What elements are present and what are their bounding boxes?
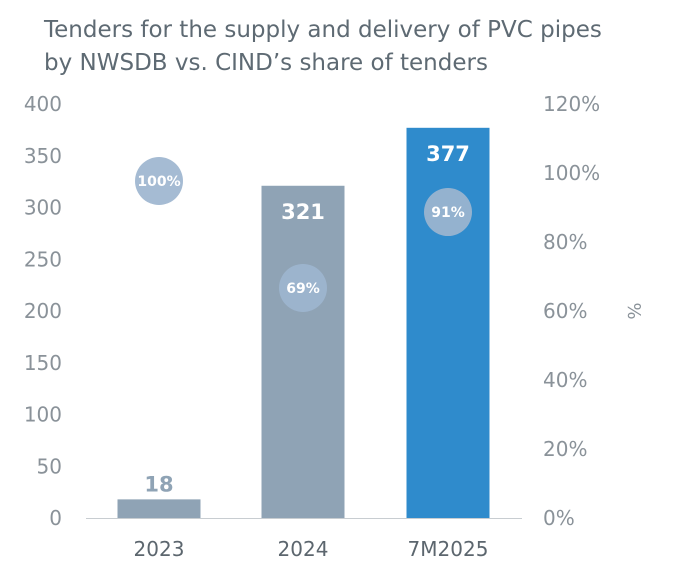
left-axis-tick-label: 50 — [37, 454, 62, 478]
right-axis-tick-label: 80% — [543, 230, 587, 254]
x-axis-category-label: 2024 — [278, 537, 329, 561]
bar-value-label: 321 — [281, 200, 325, 224]
bar-2023 — [117, 499, 201, 518]
left-axis-tick-label: 150 — [24, 351, 62, 375]
left-axis-tick-label: 200 — [24, 299, 62, 323]
bar-7m2025 — [406, 127, 490, 519]
chart-title: Tenders for the supply and delivery of P… — [44, 14, 664, 80]
right-axis-tick-label: 60% — [543, 299, 587, 323]
share-bubble-label: 69% — [286, 281, 320, 297]
bar-value-label: 377 — [426, 142, 470, 166]
left-axis-tick-label: 350 — [24, 144, 62, 168]
chart-title-line-2: by NWSDB vs. CIND’s share of tenders — [44, 50, 488, 76]
left-axis-tick-label: 0 — [49, 506, 62, 530]
chart-title-line-1: Tenders for the supply and delivery of P… — [44, 17, 602, 43]
right-axis-tick-label: 120% — [543, 92, 600, 116]
right-axis-label: % — [623, 302, 644, 319]
share-bubble-label: 91% — [431, 205, 465, 221]
left-axis-tick-label: 300 — [24, 196, 62, 220]
share-bubble — [424, 188, 472, 237]
share-bubble — [279, 263, 327, 312]
right-axis-tick-label: 40% — [543, 368, 587, 392]
bar-value-label: 18 — [144, 472, 173, 496]
left-axis-tick-label: 100 — [24, 403, 62, 427]
share-bubble — [135, 157, 183, 205]
x-axis-category-label: 2023 — [134, 537, 185, 561]
right-axis-tick-label: 20% — [543, 437, 587, 461]
right-axis-tick-label: 100% — [543, 161, 600, 185]
bar-2024 — [261, 185, 345, 518]
left-axis-tick-label: 400 — [24, 92, 62, 116]
x-axis-category-label: 7M2025 — [408, 537, 489, 561]
left-axis-tick-label: 250 — [24, 247, 62, 271]
right-axis-tick-label: 0% — [543, 506, 575, 530]
share-bubble-label: 100% — [137, 174, 180, 190]
